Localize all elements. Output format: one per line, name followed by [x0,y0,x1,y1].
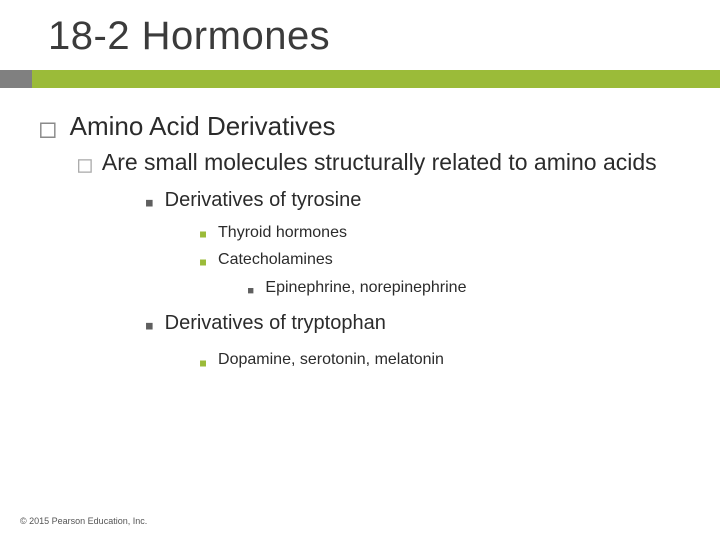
bullet-text: Dopamine, serotonin, melatonin [218,342,690,377]
square-bullet-icon: ■ [146,181,153,214]
bullet-l3b: ■ Derivatives of tryptophan [146,304,690,342]
slide-title: 18-2 Hormones [48,14,330,59]
bullet-text: Amino Acid Derivatives [70,110,690,144]
square-bullet-icon: ■ [200,246,206,271]
square-bullet-icon: ■ [248,273,253,300]
accent-bar [0,70,720,88]
bullet-prefix: Are [102,149,138,175]
bullet-l5a: ■ Epinephrine, norepinephrine [248,273,690,303]
bullet-text: Derivatives of tyrosine [165,181,690,219]
accent-small [0,70,32,88]
copyright: © 2015 Pearson Education, Inc. [20,516,147,526]
bullet-text: Derivatives of tryptophan [165,304,690,342]
content: □ Amino Acid Derivatives □ Are small mol… [40,110,690,377]
bullet-l4a: ■ Thyroid hormones [200,219,690,246]
square-bullet-icon: ■ [200,219,206,244]
bullet-l2: □ Are small molecules structurally relat… [78,147,690,181]
bullet-l4c: ■ Dopamine, serotonin, melatonin [200,342,690,377]
bullet-text: Are small molecules structurally related… [102,147,690,178]
bullet-text: Catecholamines [218,246,690,273]
bullet-l4b: ■ Catecholamines [200,246,690,273]
bullet-l3a: ■ Derivatives of tyrosine [146,181,690,219]
square-bullet-icon: ■ [200,342,206,376]
accent-big [32,70,720,88]
bullet-l1: □ Amino Acid Derivatives [40,110,690,147]
square-bullet-icon: ■ [146,304,153,337]
bullet-rest: small molecules structurally related to … [138,149,657,175]
bullet-text: Epinephrine, norepinephrine [265,273,690,303]
slide: 18-2 Hormones □ Amino Acid Derivatives □… [0,0,720,540]
bullet-text: Thyroid hormones [218,219,690,246]
square-bullet-icon: □ [78,147,92,181]
square-bullet-icon: □ [40,110,56,147]
